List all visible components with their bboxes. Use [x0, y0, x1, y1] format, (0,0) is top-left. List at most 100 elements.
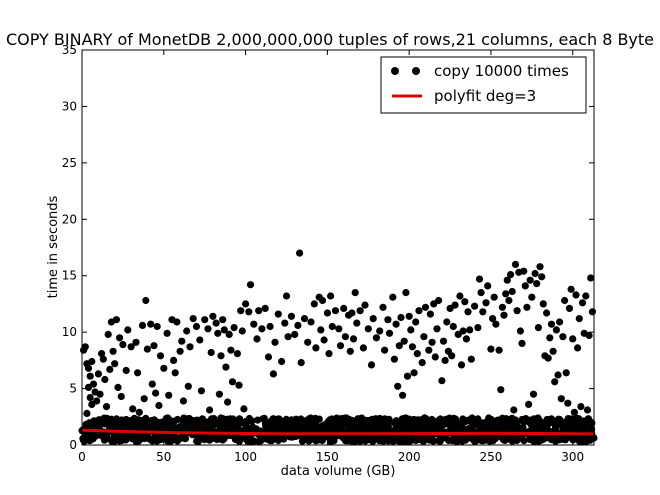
- band-point: [422, 415, 430, 423]
- band-point: [381, 434, 389, 442]
- scatter-point: [160, 364, 168, 372]
- scatter-point: [546, 334, 554, 342]
- scatter-point: [471, 302, 479, 310]
- scatter-point: [89, 380, 98, 388]
- scatter-point: [402, 289, 410, 297]
- scatter-point: [138, 321, 147, 329]
- band-point: [491, 435, 499, 443]
- band-point: [122, 434, 130, 442]
- scatter-point: [238, 327, 246, 335]
- scatter-point: [381, 346, 389, 354]
- scatter-point: [431, 353, 439, 361]
- band-point: [385, 417, 393, 425]
- scatter-point: [565, 304, 574, 312]
- scatter-point: [552, 326, 561, 334]
- scatter-point: [392, 320, 400, 328]
- scatter-point: [340, 304, 348, 312]
- band-point: [579, 420, 587, 428]
- band-point: [333, 423, 341, 431]
- scatter-point: [459, 327, 467, 335]
- scatter-point: [134, 369, 142, 377]
- scatter-point: [385, 329, 394, 337]
- band-point: [97, 420, 105, 428]
- band-point: [319, 435, 327, 443]
- scatter-point: [477, 289, 485, 297]
- scatter-point: [426, 310, 434, 318]
- scatter-point: [531, 269, 539, 278]
- band-point: [311, 414, 319, 422]
- scatter-point: [310, 300, 318, 308]
- scatter-point: [220, 326, 228, 334]
- scatter-point: [466, 326, 474, 334]
- scatter-points: [80, 249, 597, 417]
- scatter-point: [284, 333, 292, 341]
- scatter-point: [111, 360, 119, 368]
- scatter-point: [457, 361, 466, 369]
- scatter-point: [539, 300, 547, 308]
- band-point: [574, 434, 583, 442]
- band-point: [428, 415, 436, 424]
- y-tick-label: 10: [62, 325, 77, 339]
- scatter-point: [533, 280, 541, 288]
- scatter-point: [428, 338, 436, 346]
- x-tick-label: 250: [479, 450, 502, 464]
- scatter-point: [585, 331, 593, 340]
- legend-label-fit: polyfit deg=3: [434, 87, 536, 105]
- band-point: [309, 426, 317, 434]
- y-tick-label: 35: [62, 43, 77, 57]
- band-point: [276, 435, 284, 443]
- legend-marker-dot-2: [412, 67, 420, 75]
- scatter-point: [349, 335, 358, 343]
- scatter-point: [250, 320, 258, 328]
- scatter-point: [348, 309, 356, 317]
- scatter-point: [83, 409, 91, 417]
- scatter-point: [433, 325, 441, 333]
- x-axis-label: data volume (GB): [281, 464, 396, 479]
- scatter-point: [207, 348, 215, 357]
- band-point: [391, 420, 400, 428]
- scatter-point: [197, 387, 205, 395]
- scatter-point: [583, 406, 592, 414]
- scatter-point: [258, 325, 266, 333]
- band-point: [450, 414, 458, 422]
- scatter-point: [112, 316, 120, 324]
- scatter-point: [152, 389, 160, 397]
- scatter-point: [490, 293, 498, 301]
- scatter-point: [495, 346, 503, 354]
- scatter-point: [235, 381, 243, 389]
- scatter-point: [505, 296, 513, 305]
- band-point: [208, 417, 216, 425]
- scatter-point: [86, 372, 94, 380]
- scatter-point: [215, 390, 223, 398]
- band-point: [416, 419, 424, 427]
- scatter-point: [561, 296, 569, 305]
- scatter-point: [209, 312, 217, 320]
- scatter-point: [153, 322, 161, 331]
- scatter-point: [582, 292, 590, 300]
- band-point: [345, 422, 354, 430]
- legend: copy 10000 times polyfit deg=3: [380, 56, 587, 114]
- scatter-point: [178, 337, 186, 345]
- scatter-point: [294, 321, 302, 329]
- scatter-point: [129, 405, 137, 413]
- scatter-point: [88, 357, 96, 366]
- scatter-point: [405, 312, 413, 320]
- scatter-point: [230, 324, 238, 332]
- scatter-point: [212, 319, 220, 327]
- scatter-point: [189, 315, 197, 323]
- scatter-point: [372, 334, 380, 342]
- band-point: [297, 415, 305, 423]
- scatter-point: [543, 309, 551, 317]
- scatter-point: [271, 338, 279, 346]
- scatter-point: [547, 320, 556, 328]
- scatter-point: [554, 371, 562, 379]
- scatter-point: [165, 391, 173, 399]
- scatter-point: [336, 342, 345, 350]
- scatter-point: [109, 347, 117, 355]
- band-point: [552, 422, 560, 430]
- scatter-point: [439, 337, 448, 345]
- scatter-point: [93, 397, 101, 405]
- band-point: [82, 420, 90, 428]
- scatter-point: [101, 375, 109, 384]
- scatter-point: [94, 370, 102, 378]
